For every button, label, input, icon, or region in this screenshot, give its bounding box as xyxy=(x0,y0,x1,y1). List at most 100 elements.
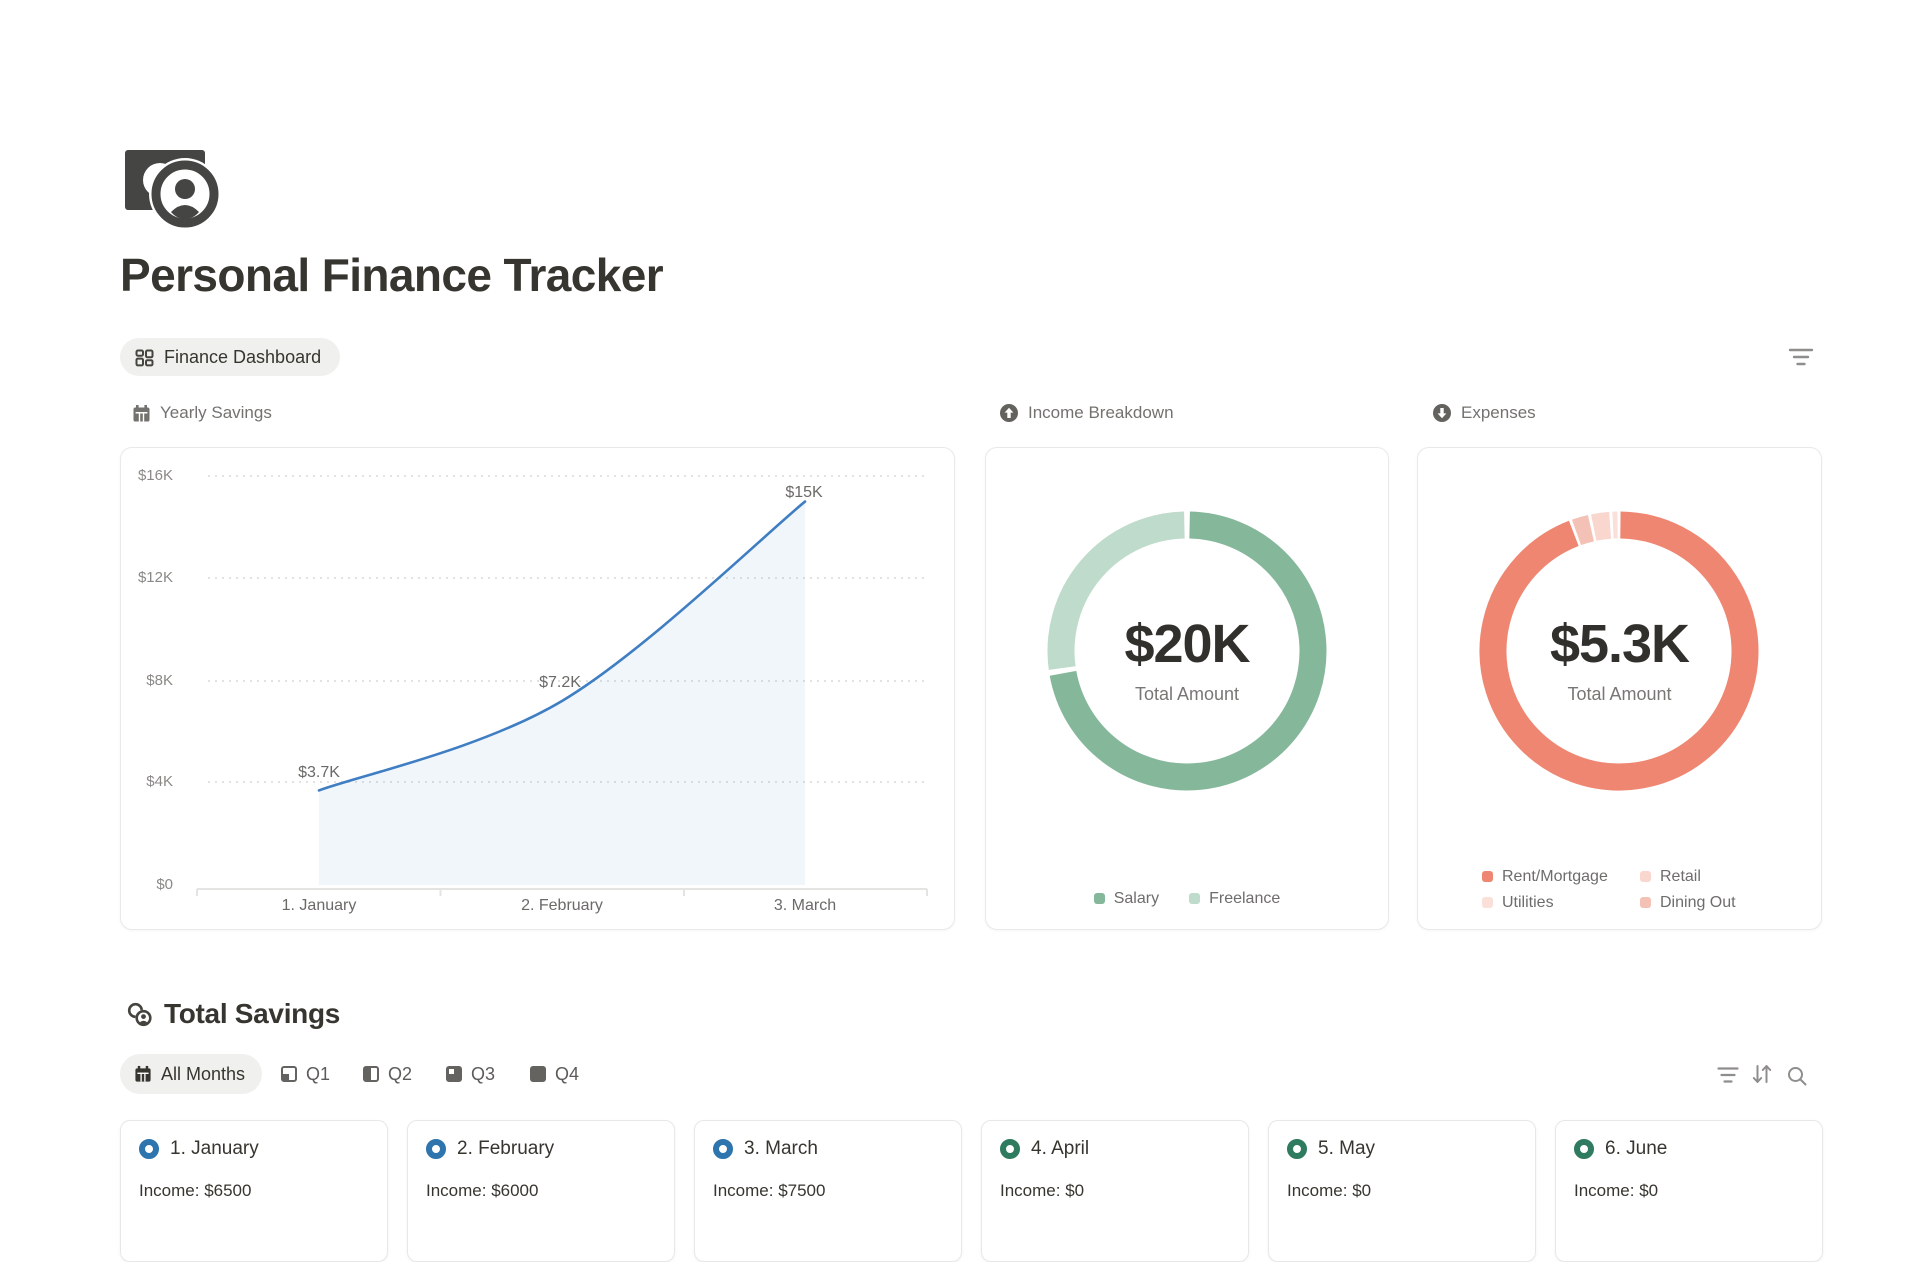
legend-label: Utilities xyxy=(1502,894,1554,911)
legend-label: Retail xyxy=(1660,868,1701,885)
month-card-income: Income: $0 xyxy=(1000,1181,1085,1200)
month-card-june[interactable]: 6. June Income: $0 xyxy=(1555,1120,1823,1262)
income-donut-chart xyxy=(1047,511,1327,791)
month-card-income: Income: $7500 xyxy=(713,1181,826,1200)
coins-icon xyxy=(127,1002,152,1027)
status-ring-icon xyxy=(1287,1139,1307,1159)
legend-label: Dining Out xyxy=(1660,894,1736,911)
filter-icon[interactable] xyxy=(1788,346,1814,368)
y-tick: $8K xyxy=(146,672,173,689)
finance-tracker-page: Personal Finance Tracker Finance Dashboa… xyxy=(120,150,1823,1262)
income-legend: Salary Freelance xyxy=(986,888,1388,909)
tab-q2[interactable]: Q2 xyxy=(363,1054,412,1094)
month-card-title: 2. February xyxy=(457,1138,555,1159)
point-label: $7.2K xyxy=(539,674,581,691)
legend-chip-retail xyxy=(1640,871,1651,882)
arrow-down-circle-icon xyxy=(1433,404,1451,422)
tab-label: Q4 xyxy=(555,1063,580,1084)
month-card-april[interactable]: 4. April Income: $0 xyxy=(981,1120,1249,1262)
month-card-title: 5. May xyxy=(1318,1138,1376,1159)
legend-item: Rent/Mortgage xyxy=(1482,866,1640,887)
tab-q1[interactable]: Q1 xyxy=(281,1054,330,1094)
y-tick: $12K xyxy=(137,569,173,586)
status-ring-icon xyxy=(713,1139,733,1159)
sort-icon[interactable] xyxy=(1751,1062,1773,1086)
tab-label: Q3 xyxy=(471,1063,496,1084)
quarter-4-icon xyxy=(530,1066,546,1082)
legend-chip-utilities xyxy=(1482,897,1493,908)
column-label: Yearly Savings xyxy=(160,403,272,422)
y-tick: $0 xyxy=(156,876,173,893)
tab-finance-dashboard[interactable]: Finance Dashboard xyxy=(120,338,341,376)
month-card-may[interactable]: 5. May Income: $0 xyxy=(1268,1120,1536,1262)
month-card-income: Income: $6000 xyxy=(426,1181,539,1200)
legend-item: Retail xyxy=(1640,866,1736,887)
filter-icon[interactable] xyxy=(1717,1066,1739,1084)
point-label: $15K xyxy=(785,484,823,501)
month-card-title: 3. March xyxy=(744,1138,818,1159)
point-label: $3.7K xyxy=(298,764,340,781)
status-ring-icon xyxy=(1000,1139,1020,1159)
donut-center: $5.3K Total Amount xyxy=(1418,615,1821,705)
donut-center: $20K Total Amount xyxy=(986,615,1388,705)
income-total-caption: Total Amount xyxy=(1134,684,1240,704)
legend-item: Utilities xyxy=(1482,892,1640,913)
column-label: Expenses xyxy=(1461,403,1536,422)
view-tab-label: Finance Dashboard xyxy=(164,346,322,367)
expenses-card: $5.3K Total Amount Rent/Mortgage Retail … xyxy=(1417,447,1822,930)
savings-line-chart xyxy=(196,475,928,896)
status-ring-icon xyxy=(139,1139,159,1159)
month-card-income: Income: $6500 xyxy=(139,1181,252,1200)
status-ring-icon xyxy=(1574,1139,1594,1159)
income-total: $20K xyxy=(1124,614,1250,674)
money-coin-page-icon xyxy=(125,150,221,230)
tab-q3[interactable]: Q3 xyxy=(446,1054,495,1094)
legend-chip-dining xyxy=(1640,897,1651,908)
calendar-icon xyxy=(133,404,150,421)
column-label: Income Breakdown xyxy=(1028,403,1174,422)
y-tick: $4K xyxy=(146,773,173,790)
income-breakdown-card: $20K Total Amount Salary Freelance xyxy=(985,447,1389,930)
column-expenses: Expenses xyxy=(1432,401,1536,425)
month-card-february[interactable]: 2. February Income: $6000 xyxy=(407,1120,675,1262)
month-card-march[interactable]: 3. March Income: $7500 xyxy=(694,1120,962,1262)
tab-label: Q2 xyxy=(388,1063,413,1084)
search-icon[interactable] xyxy=(1786,1064,1808,1088)
legend-chip-rent xyxy=(1482,871,1493,882)
legend-item: Freelance xyxy=(1189,888,1280,909)
expenses-total-caption: Total Amount xyxy=(1567,684,1672,704)
status-ring-icon xyxy=(426,1139,446,1159)
month-card-title: 1. January xyxy=(170,1138,259,1159)
tab-label: All Months xyxy=(161,1063,246,1084)
page-title: Personal Finance Tracker xyxy=(120,249,664,301)
legend-item: Dining Out xyxy=(1640,892,1736,913)
calendar-icon xyxy=(135,1065,151,1082)
tab-all-months[interactable]: All Months xyxy=(120,1054,263,1094)
quarter-2-icon xyxy=(363,1066,379,1082)
month-card-title: 6. June xyxy=(1605,1138,1668,1159)
expenses-donut-chart xyxy=(1479,511,1759,791)
x-tick: 2. February xyxy=(521,897,603,914)
expenses-total: $5.3K xyxy=(1549,614,1690,674)
tab-q4[interactable]: Q4 xyxy=(530,1054,579,1094)
month-card-income: Income: $0 xyxy=(1287,1181,1372,1200)
quarter-3-icon xyxy=(446,1066,462,1082)
legend-label: Freelance xyxy=(1209,890,1281,907)
quarter-1-icon xyxy=(281,1066,297,1082)
x-tick: 3. March xyxy=(773,897,837,914)
legend-label: Salary xyxy=(1113,890,1160,907)
month-card-january[interactable]: 1. January Income: $6500 xyxy=(120,1120,388,1262)
yearly-savings-chart-card: $16K $12K $8K $4K $0 1. January 2. Febru… xyxy=(120,447,955,930)
column-income-breakdown: Income Breakdown xyxy=(999,401,1174,425)
legend-item: Salary xyxy=(1093,888,1160,909)
legend-label: Rent/Mortgage xyxy=(1502,868,1608,885)
arrow-up-circle-icon xyxy=(1000,404,1018,422)
legend-chip-salary xyxy=(1093,893,1105,904)
y-tick: $16K xyxy=(137,467,173,484)
month-card-income: Income: $0 xyxy=(1574,1181,1659,1200)
total-savings-heading: Total Savings xyxy=(164,998,341,1029)
dashboard-grid-icon xyxy=(135,349,154,366)
column-yearly-savings: Yearly Savings xyxy=(132,401,272,425)
legend-chip-freelance xyxy=(1189,893,1201,904)
x-tick: 1. January xyxy=(281,897,357,914)
